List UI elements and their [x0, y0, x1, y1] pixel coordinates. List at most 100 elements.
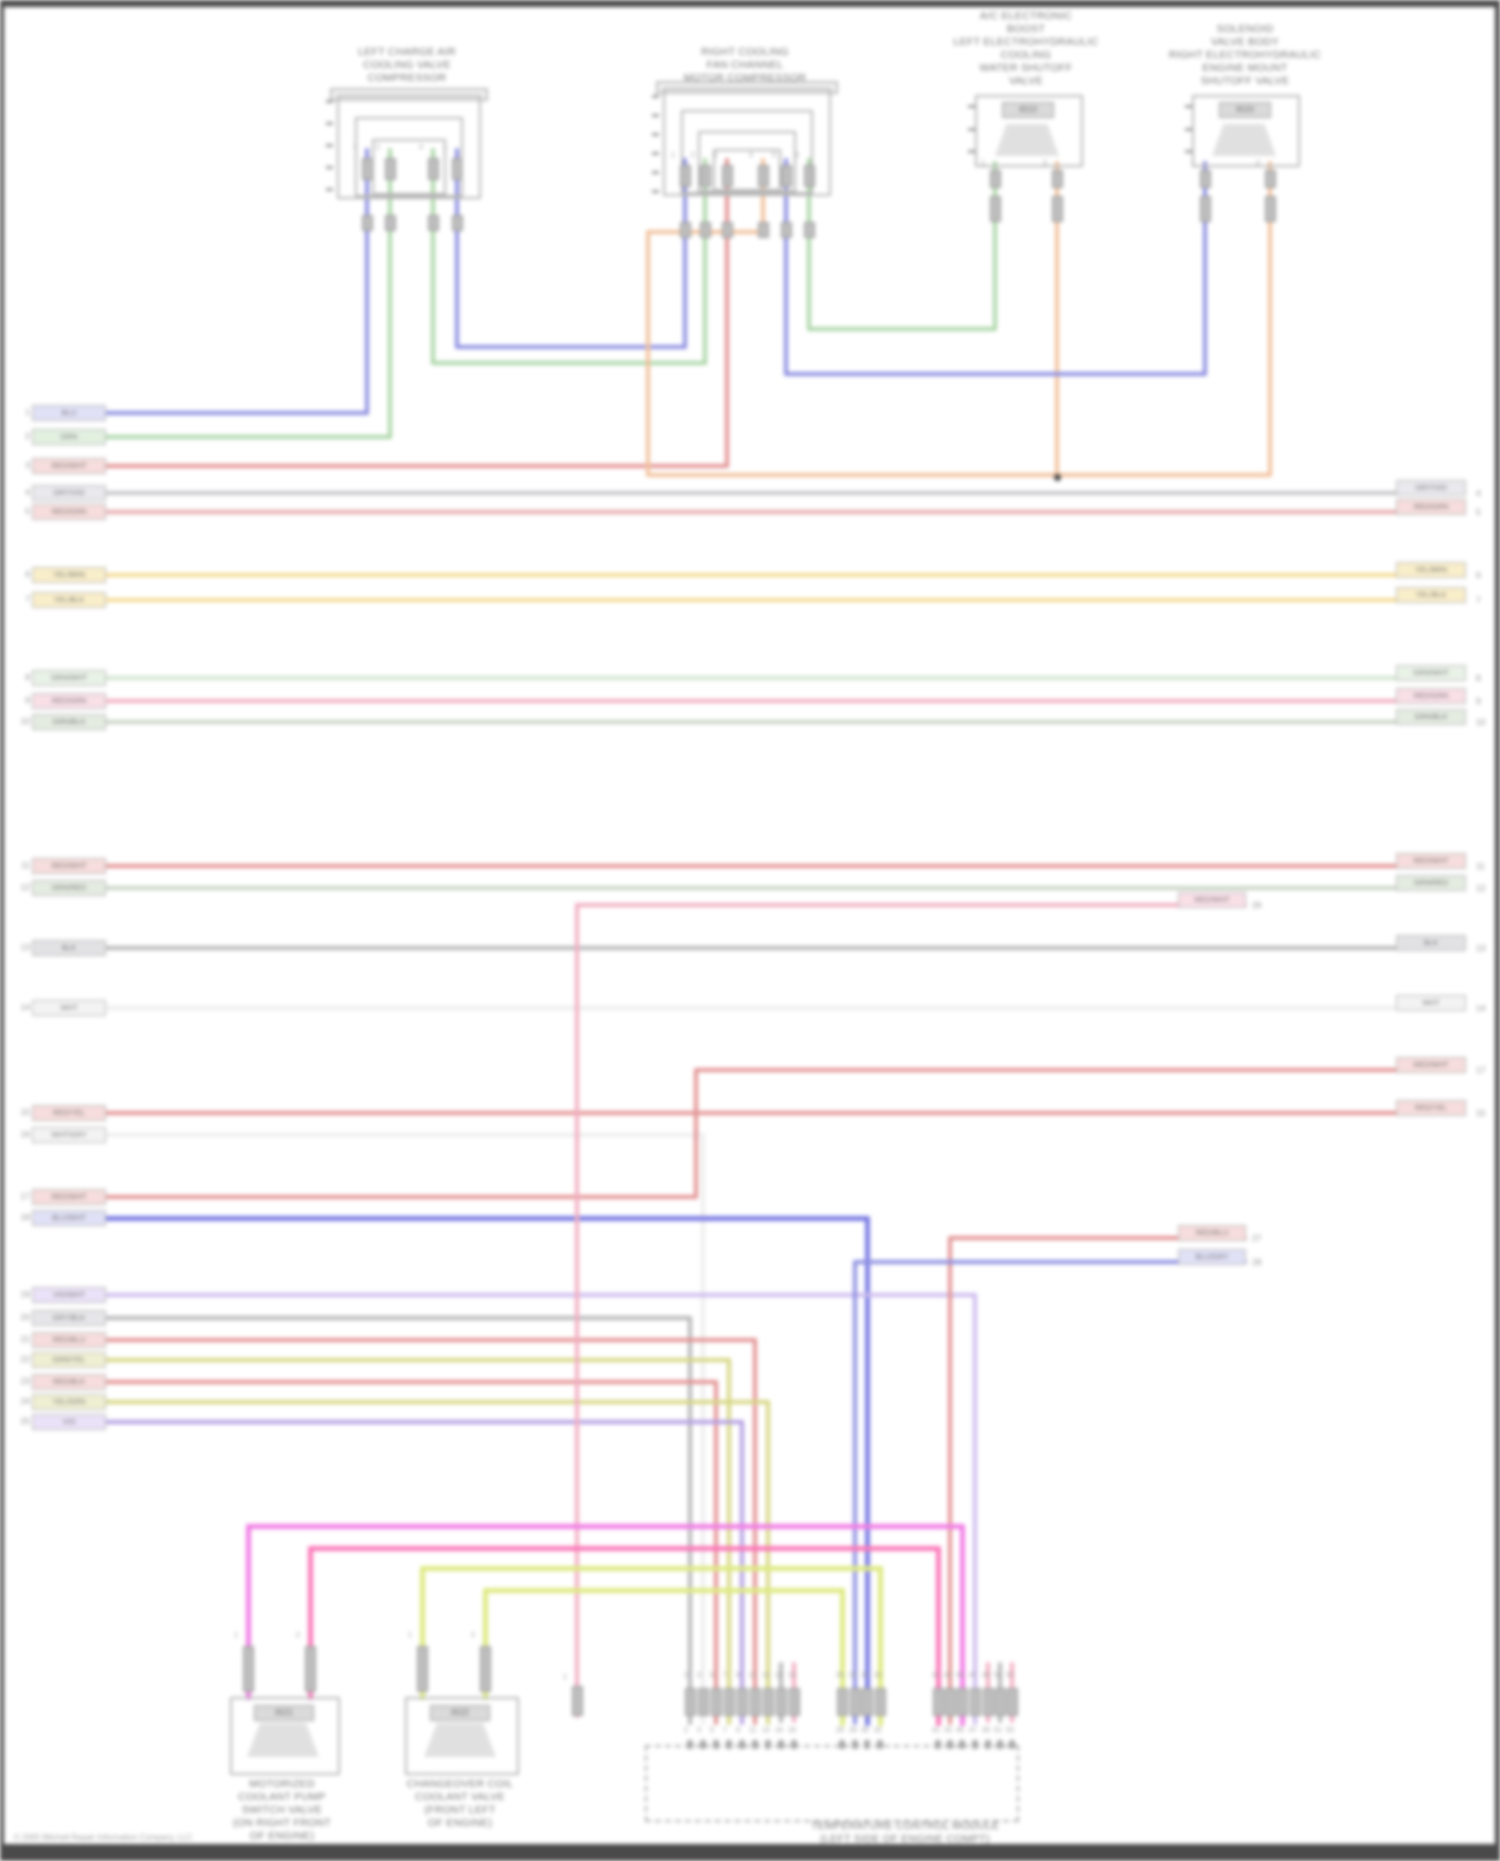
ecu-pin-number: 18: [788, 1672, 796, 1679]
component-caption: RIGHT ELECTROHYDRAULIC: [1168, 49, 1322, 61]
wire-connector-tag: [990, 170, 1001, 188]
connector-edge-tick: [1185, 150, 1192, 153]
component-housing-left-charge-air-cooling-valve-compressor: [355, 117, 463, 197]
wire-connector-tag: [700, 165, 711, 187]
wire-segment-green: [431, 361, 707, 365]
ecu-pin-tick: [947, 1740, 953, 1749]
wire-color-label-left: GRN/RED: [32, 880, 106, 896]
wire-segment-greeng: [34, 720, 1400, 724]
wire-connector-tag: [680, 222, 691, 238]
wire-segment-red: [714, 1380, 718, 1725]
wire-connector-tag: [1200, 196, 1211, 222]
pin-number: 1: [353, 144, 357, 151]
connector-edge-tick: [652, 133, 659, 136]
wire-row-number-left: 3: [25, 460, 30, 470]
wire-segment-lav: [973, 1293, 977, 1725]
pin-number: 2: [691, 152, 695, 159]
ecu-pin-number: 51: [994, 1672, 1002, 1679]
wire-segment-whitew: [701, 1133, 705, 1725]
ecu-pin-tick: [1009, 1740, 1015, 1749]
wire-segment-yg: [419, 1565, 425, 1700]
ecu-pin-number-edge: 5: [710, 1727, 714, 1734]
ecu-pin-number: 28: [849, 1672, 857, 1679]
wire-segment-yg: [482, 1587, 845, 1593]
wire-segment-blue: [1203, 161, 1207, 376]
connector-edge-tick: [652, 171, 659, 174]
wire-connector-tag: [385, 215, 396, 231]
ecu-pin-number-edge: 28: [849, 1727, 857, 1734]
wire-color-label-left: GRY/VIO: [32, 485, 106, 501]
wire-segment-grayd: [34, 946, 1400, 950]
component-housing-left-charge-air-cooling-valve-compressor: [372, 139, 446, 195]
wire-row-number-right: 5: [1476, 507, 1481, 517]
wire-row-number-left: 21: [20, 1334, 30, 1344]
wire-segment-yg: [419, 1565, 883, 1571]
wire-row-number-right: 4: [1476, 488, 1481, 498]
ecu-pin-number-edge: 41: [932, 1727, 940, 1734]
wire-segment-blue: [365, 148, 369, 415]
wire-segment-magenta: [959, 1523, 965, 1726]
wire-segment-green: [388, 148, 392, 439]
wire-row-number-right: 14: [1476, 1003, 1486, 1013]
component-housing-left-charge-air-cooling-valve-compressor: [337, 95, 481, 199]
wire-color-label-left: VIO/WHT: [32, 1287, 106, 1303]
pin-number: 6: [795, 152, 799, 159]
ecu-pin-tag: [1007, 1688, 1018, 1716]
component-caption: (FRONT LEFT: [424, 1804, 496, 1816]
connector-edge-tick: [326, 144, 333, 147]
component-housing-right-cooling-fan-motor-compressor: [681, 110, 813, 194]
wire-row-number-left: 5: [25, 506, 30, 516]
component-caption: SWITCH VALVE: [241, 1804, 323, 1816]
wire-row-number-right: 13: [1476, 943, 1486, 953]
ecu-pin-number-edge: 53: [1006, 1727, 1014, 1734]
wire-row-number-left: 19: [20, 1289, 30, 1299]
wire-color-label-right: RED/WHT: [1396, 1057, 1466, 1073]
component-housing-right-cooling-fan-motor-compressor: [713, 149, 781, 191]
ecu-pin-tag: [837, 1688, 848, 1716]
wire-segment-red: [753, 1338, 757, 1725]
component-caption: LEFT CHARGE AIR: [358, 46, 456, 58]
ecu-pin-tick: [752, 1740, 758, 1749]
wire-segment-green: [34, 435, 392, 439]
ecu-pin-number-edge: 30: [861, 1727, 869, 1734]
component-housing-changeover-coolant-valve: [405, 1697, 519, 1775]
ecu-pin-number-edge: 2: [684, 1727, 688, 1734]
wire-segment-yg: [482, 1587, 488, 1700]
component-housing-motorized-coolant-pump-switch-valve: [230, 1697, 340, 1775]
wire-color-label-left: BLU: [32, 405, 106, 421]
component-caption: SHUTOFF VALVE: [1200, 75, 1290, 87]
wire-color-label-midright: BLU/GRY: [1178, 1249, 1246, 1265]
ecu-caption: TEMPERATURE CONTROL MODULE: [810, 1820, 1000, 1832]
pin-number: 2: [1256, 160, 1260, 167]
ecu-pin-number-edge: 32: [874, 1727, 882, 1734]
wire-segment-pinkrow: [575, 903, 1247, 907]
ecu-pin-tag: [970, 1688, 981, 1716]
ecu-pin-number: 11: [749, 1672, 757, 1679]
wire-row-number-left: 22: [20, 1354, 30, 1364]
wire-connector-tag: [428, 215, 439, 231]
wire-row-number-midright: 26: [1252, 900, 1262, 910]
wire-segment-red: [34, 1338, 757, 1342]
wire-color-label-left: GRN/WHT: [32, 670, 106, 686]
wire-color-label-right: BLK: [1396, 935, 1466, 951]
component-caption: ENGINE MOUNT: [1202, 62, 1288, 74]
wire-segment-orange: [1055, 161, 1059, 479]
ecu-pin-tick: [959, 1740, 965, 1749]
ecu-pin-tick: [778, 1740, 784, 1749]
wire-row-number-left: 15: [20, 1107, 30, 1117]
ecu-pin-number-edge: 11: [749, 1727, 757, 1734]
ecu-pin-tick: [972, 1740, 978, 1749]
wire-segment-gray: [34, 491, 1400, 495]
component-caption: A/C ELECTRONIC: [979, 10, 1073, 22]
wire-row-number-left: 24: [20, 1396, 30, 1406]
wire-segment-grayd: [688, 1316, 692, 1725]
wire-color-label-right: GRY/VIO: [1396, 480, 1466, 496]
ecu-pin-tag: [875, 1688, 886, 1716]
pin-number: 2: [296, 1632, 300, 1639]
component-caption: (ON RIGHT FRONT: [232, 1817, 332, 1829]
wire-connector-tag: [1052, 170, 1063, 188]
ecu-caption: (LEFT SIDE OF ENGINE COMPT): [820, 1833, 990, 1845]
page-border-top: [0, 0, 1500, 7]
wire-segment-red: [34, 1111, 1400, 1115]
wire-row-number-left: 2: [25, 431, 30, 441]
